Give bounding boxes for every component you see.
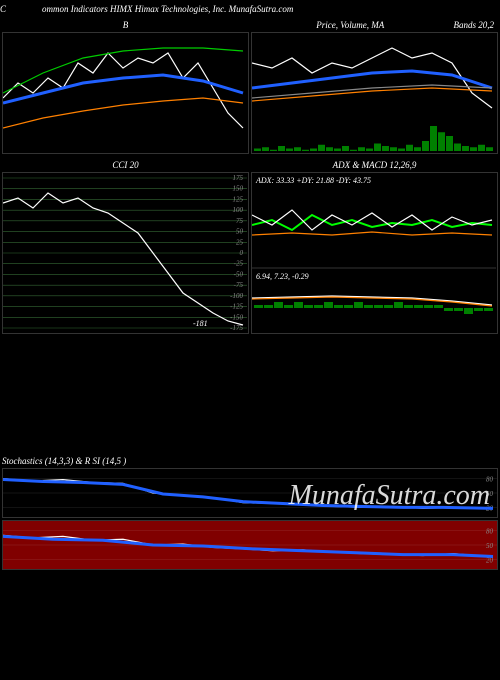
panel-a-title: B	[2, 18, 249, 32]
panel-b-title-right: Bands 20,2	[450, 18, 499, 32]
svg-text:0: 0	[240, 249, 244, 257]
panel-d-title: ADX & MACD 12,26,9	[251, 158, 498, 172]
svg-text:6.94, 7.23, -0.29: 6.94, 7.23, -0.29	[256, 272, 309, 281]
header-text: ommon Indicators HIMX Himax Technologies…	[42, 4, 293, 14]
svg-text:-75: -75	[234, 281, 244, 289]
panel-price-volume	[251, 32, 498, 154]
panel-stoch-bot: 805020	[2, 520, 498, 570]
svg-text:50: 50	[486, 490, 494, 498]
svg-text:175: 175	[233, 174, 244, 182]
panel-bollinger	[2, 32, 249, 154]
svg-text:50: 50	[486, 542, 494, 550]
svg-text:80: 80	[486, 476, 494, 484]
svg-text:125: 125	[233, 195, 244, 203]
panel-adx-macd: ADX: 33.33 +DY: 21.88 -DY: 43.75 6.94, 7.…	[251, 172, 498, 334]
svg-text:-50: -50	[234, 270, 244, 278]
svg-text:80: 80	[486, 528, 494, 536]
svg-text:50: 50	[236, 228, 244, 236]
panel-cci: 175 150 125 100 75 50 25 0 -25 -50 -75 -100 -125 -150…	[2, 172, 249, 334]
svg-text:-181: -181	[193, 319, 208, 328]
stoch-title: Stochastics (14,3,3) & R SI (14,5 )	[2, 454, 498, 468]
svg-text:-150: -150	[230, 313, 243, 321]
svg-text:-125: -125	[230, 303, 243, 311]
svg-text:150: 150	[233, 185, 244, 193]
svg-text:-100: -100	[230, 292, 243, 300]
svg-text:25: 25	[236, 238, 244, 246]
svg-text:100: 100	[233, 206, 244, 214]
svg-text:ADX: 33.33 +DY: 21.88 -DY: 43: ADX: 33.33 +DY: 21.88 -DY: 43.75	[255, 176, 371, 185]
svg-text:75: 75	[236, 217, 244, 225]
header-left: C	[0, 4, 6, 14]
panel-stoch-top: 805020	[2, 468, 498, 518]
svg-text:-25: -25	[234, 260, 244, 268]
panel-b-title: Price, Volume, MA	[251, 18, 450, 32]
panel-c-title: CCI 20	[2, 158, 249, 172]
